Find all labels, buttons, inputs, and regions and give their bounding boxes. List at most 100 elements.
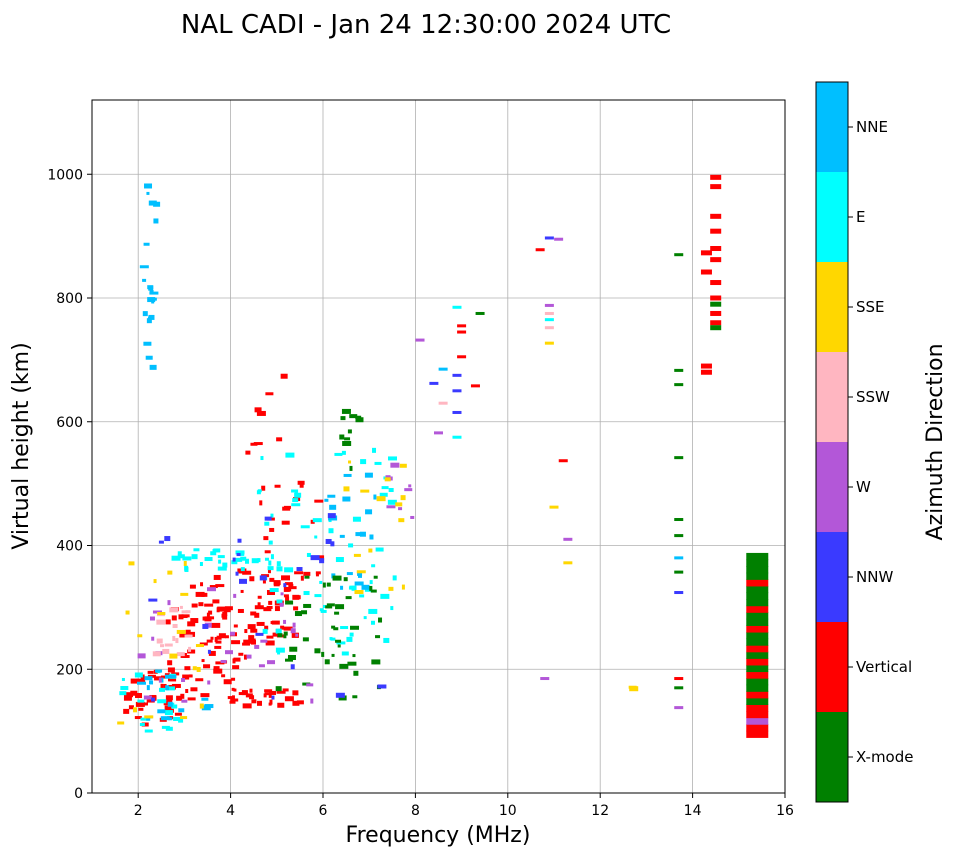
- data-point: [151, 636, 155, 641]
- data-point: [270, 513, 274, 518]
- data-point: [271, 695, 275, 700]
- data-point: [274, 484, 281, 488]
- data-point: [429, 381, 439, 385]
- data-point: [314, 535, 318, 539]
- data-point: [343, 473, 352, 477]
- data-point: [134, 672, 143, 678]
- data-point: [221, 613, 227, 618]
- data-point: [233, 657, 241, 662]
- stack-segment: [746, 704, 769, 712]
- stack-segment: [746, 605, 769, 613]
- data-point: [349, 465, 353, 471]
- data-point: [263, 693, 267, 698]
- data-point: [410, 515, 415, 519]
- data-point: [169, 653, 178, 659]
- data-point: [385, 475, 391, 480]
- data-point: [123, 692, 133, 698]
- data-point: [143, 242, 150, 246]
- stack-segment: [746, 638, 769, 646]
- data-point: [227, 696, 234, 700]
- data-point: [165, 726, 173, 731]
- data-point: [330, 541, 335, 547]
- data-point: [355, 417, 364, 423]
- data-point: [144, 729, 153, 733]
- data-point: [143, 695, 152, 700]
- data-point: [357, 574, 362, 578]
- x-tick-label: 16: [776, 803, 794, 819]
- data-point: [269, 588, 279, 593]
- data-point: [206, 612, 210, 618]
- data-point: [182, 652, 187, 658]
- data-point: [266, 635, 274, 639]
- data-point: [293, 606, 299, 611]
- data-point: [294, 611, 302, 617]
- data-point: [137, 634, 143, 638]
- data-point: [289, 646, 298, 652]
- stack-segment: [746, 592, 769, 600]
- data-point: [674, 534, 684, 538]
- colorbar-tick-label: X-mode: [856, 748, 913, 766]
- data-point: [187, 649, 196, 654]
- y-tick-label: 400: [56, 539, 83, 555]
- data-point: [700, 363, 712, 369]
- data-point: [334, 611, 340, 615]
- data-point: [172, 624, 178, 629]
- data-point: [144, 715, 154, 719]
- data-point: [265, 392, 274, 396]
- data-point: [183, 560, 187, 566]
- data-point: [149, 364, 157, 370]
- stack-segment: [746, 691, 769, 699]
- data-point: [240, 556, 247, 561]
- data-point: [325, 538, 332, 544]
- data-point: [390, 462, 400, 468]
- data-point: [192, 666, 197, 671]
- data-point: [153, 579, 157, 584]
- data-point: [133, 707, 138, 713]
- data-point: [117, 721, 125, 725]
- data-point: [235, 550, 245, 555]
- data-point: [284, 582, 293, 586]
- data-point: [195, 644, 204, 648]
- data-point: [196, 666, 201, 672]
- stack-segment: [746, 585, 769, 594]
- plot-frame: [91, 99, 786, 794]
- data-point: [223, 679, 232, 685]
- data-point: [176, 652, 185, 657]
- data-point: [134, 716, 142, 720]
- data-point: [171, 683, 181, 688]
- data-point: [223, 607, 231, 613]
- data-point: [341, 651, 349, 656]
- data-point: [231, 677, 236, 681]
- data-point: [259, 575, 267, 581]
- data-point: [457, 324, 467, 328]
- data-point: [329, 637, 333, 641]
- data-point: [149, 291, 159, 295]
- data-point: [136, 678, 146, 683]
- data-point: [207, 680, 211, 685]
- data-point: [475, 311, 485, 315]
- data-point: [260, 639, 268, 643]
- data-point: [119, 691, 127, 696]
- data-point: [369, 585, 373, 591]
- chart-title: NAL CADI - Jan 24 12:30:00 2024 UTC: [181, 10, 671, 40]
- data-point: [335, 639, 342, 643]
- data-point: [628, 685, 637, 689]
- stack-segment: [746, 678, 769, 686]
- data-point: [399, 463, 407, 468]
- data-point: [344, 437, 351, 441]
- data-point: [229, 700, 236, 704]
- data-point: [390, 606, 394, 611]
- data-point: [174, 712, 182, 716]
- data-point: [240, 567, 245, 572]
- data-point: [700, 369, 712, 375]
- data-point: [213, 668, 223, 674]
- data-point: [279, 602, 284, 607]
- data-point: [322, 582, 326, 588]
- data-point: [193, 548, 200, 552]
- data-point: [259, 500, 263, 506]
- data-point: [199, 562, 203, 567]
- data-point: [260, 456, 264, 461]
- data-point: [368, 548, 373, 553]
- stack-segment: [746, 559, 769, 567]
- data-point: [235, 571, 239, 576]
